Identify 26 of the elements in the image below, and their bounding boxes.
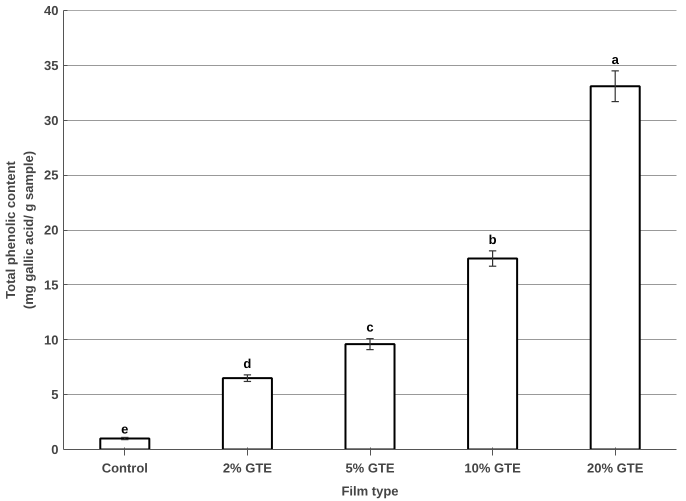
x-tick-label: 2% GTE	[222, 460, 272, 476]
y-tick-label: 40	[44, 3, 59, 18]
x-tick-label: 20% GTE	[587, 460, 644, 476]
x-tick-label: 10% GTE	[464, 460, 522, 476]
annotation: d	[243, 356, 252, 371]
bar	[99, 438, 150, 450]
annotation: c	[366, 320, 374, 335]
bar	[590, 85, 641, 450]
x-axis-title: Film type	[341, 484, 399, 498]
bar	[222, 377, 273, 450]
y-tick-label: 20	[44, 222, 59, 238]
y-tick-label: 10	[44, 332, 59, 348]
x-tick-label: 5% GTE	[345, 460, 395, 476]
y-tick-label: 35	[44, 58, 59, 73]
annotation: a	[612, 52, 620, 67]
bar	[344, 343, 396, 450]
annotation: b	[488, 232, 497, 247]
y-tick-label: 5	[51, 387, 59, 402]
x-tick-label: Control	[102, 460, 148, 476]
y-tick-label: 25	[44, 168, 59, 183]
y-tick-label: 30	[44, 112, 59, 128]
bar	[467, 258, 518, 450]
y-axis-title: Total phenolic content (mg gallic acid/ g sample)	[3, 150, 36, 310]
y-tick-label: 0	[51, 442, 59, 457]
annotation: e	[121, 421, 128, 436]
y-tick-label: 15	[44, 277, 59, 292]
